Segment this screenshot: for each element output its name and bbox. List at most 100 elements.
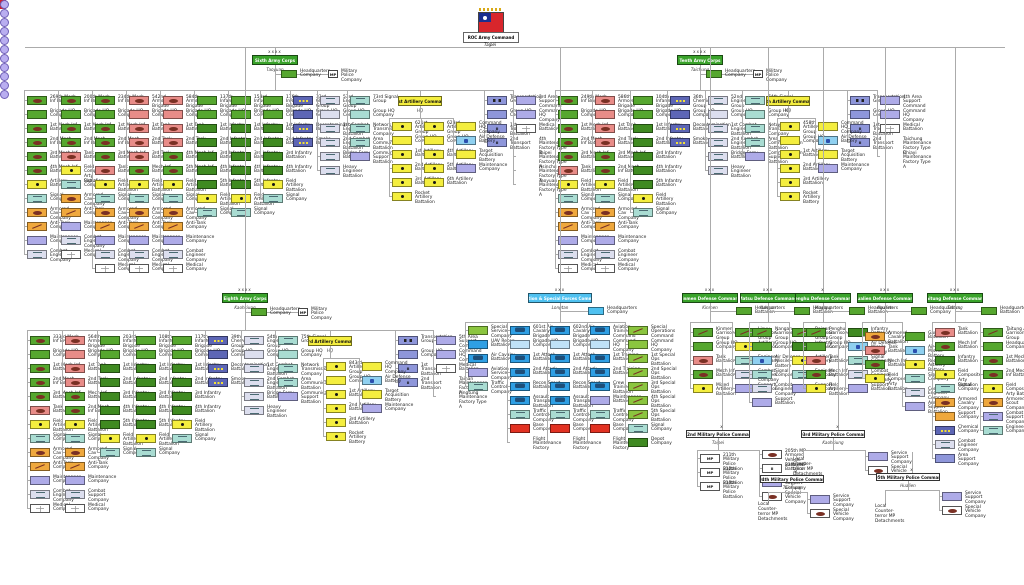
- item-tick: [484, 128, 487, 129]
- unit-label: 4th Infantry Battalion: [195, 404, 221, 415]
- unit-label: Recon Scout Battalion: [533, 380, 560, 391]
- column-spine: [705, 90, 706, 171]
- item-tick: [877, 128, 880, 129]
- column-spine: [980, 322, 981, 431]
- unit-box: [61, 222, 81, 231]
- unit-box: [172, 392, 192, 401]
- engineer-dash-icon: [853, 357, 863, 364]
- unit-box: [983, 426, 1003, 435]
- item-tick: [27, 438, 30, 439]
- unit-box: [628, 424, 648, 433]
- mp-bus: [885, 490, 939, 491]
- unit-box: [61, 152, 81, 161]
- unit-box: [905, 332, 925, 341]
- item-tick: [194, 142, 197, 143]
- item-tick: [705, 156, 708, 157]
- artillery-dot-icon: [788, 153, 792, 156]
- item-tick: [24, 226, 27, 227]
- tree-header: Sixth Army Corps: [252, 55, 298, 65]
- item-tick: [160, 198, 163, 199]
- unit-box: [510, 410, 530, 419]
- item-tick: [453, 126, 456, 127]
- item-tick: [92, 240, 95, 241]
- item-tick: [815, 168, 818, 169]
- unit-label: Anti-Tank Company: [186, 220, 207, 231]
- tree-header: Hualien Defense Command: [857, 293, 913, 303]
- unit-box: [208, 378, 228, 387]
- unit-box: [320, 110, 340, 119]
- unit-box: [95, 222, 115, 231]
- column-spine: [97, 330, 98, 453]
- unit-box: [65, 392, 85, 401]
- unit-label: 3rd Artillery Battalion: [803, 176, 829, 187]
- unit-box: [633, 180, 653, 189]
- unit-box: [983, 370, 1003, 379]
- unit-box: [670, 110, 690, 119]
- item-tick: [389, 168, 392, 169]
- unit-label: Armored Cav Company: [186, 206, 207, 222]
- unit-box: [905, 346, 925, 355]
- artillery-dot-icon: [788, 181, 792, 184]
- column-spine: [323, 358, 324, 437]
- unit-label: 3rd Artillery Battalion: [349, 416, 375, 427]
- unit-label: 2nd Attack Battalion: [533, 366, 557, 377]
- unit-box: [752, 356, 772, 365]
- item-tick: [92, 184, 95, 185]
- armor-oval-icon: [32, 210, 42, 215]
- header-to-bus: [885, 303, 886, 322]
- armor-oval-icon: [70, 394, 80, 399]
- unit-box: [95, 110, 115, 119]
- unit-box: [558, 222, 578, 231]
- unit-box: [129, 264, 149, 273]
- item-tick: [547, 414, 550, 415]
- chemical-dots-icon: [213, 367, 223, 370]
- unit-box: [129, 152, 149, 161]
- unit-box: [558, 208, 578, 217]
- unit-box: [590, 368, 610, 377]
- battalion-ii-icon: II: [495, 140, 499, 145]
- item-tick: [749, 402, 752, 403]
- item-tick: [592, 100, 595, 101]
- mp-command-header: 205th Military Police Command: [876, 473, 940, 481]
- medical-cross-icon: [135, 265, 143, 272]
- unit-label: 1st Tank Battalion: [152, 122, 172, 133]
- unit-label: Signal Company: [220, 206, 241, 217]
- helicopter-icon: [473, 357, 483, 360]
- transport-icon: [493, 99, 501, 102]
- column-spine: [421, 118, 422, 183]
- hq-branch: [885, 311, 913, 312]
- item-tick: [705, 142, 708, 143]
- item-tick: [275, 354, 278, 355]
- unit-box: [30, 336, 50, 345]
- unit-label: 2nd Tank Battalion: [152, 136, 172, 147]
- unit-box: II: [487, 138, 507, 147]
- engineer-dash-icon: [713, 97, 723, 104]
- item-tick: [803, 346, 806, 347]
- item-tick: [980, 346, 983, 347]
- unit-label: Anti-Tank Company: [581, 220, 602, 231]
- armor-oval-icon: [66, 154, 76, 159]
- unit-box: [30, 350, 50, 359]
- engineer-dash-icon: [249, 337, 259, 344]
- item-tick: [749, 360, 752, 361]
- armor-oval-icon: [563, 168, 573, 173]
- echelon-marks: XXX: [949, 288, 961, 292]
- item-tick: [58, 240, 61, 241]
- unit-box: [293, 138, 313, 147]
- item-tick: [62, 410, 65, 411]
- item-tick: [592, 114, 595, 115]
- unit-label: Heavy Engineer Battalion: [343, 164, 363, 180]
- header-to-bus: [560, 303, 561, 322]
- item-tick: [126, 240, 129, 241]
- hq-company-label: Headquarters Battalion: [1000, 305, 1024, 316]
- armor-oval-icon: [32, 98, 42, 103]
- item-tick: [133, 452, 136, 453]
- unit-box: [95, 166, 115, 175]
- item-tick: [92, 268, 95, 269]
- column-spine: [845, 322, 846, 389]
- item-tick: [630, 156, 633, 157]
- unit-label: 205th MP Armored Vehicle Battalion: [785, 448, 806, 469]
- item-tick: [27, 340, 30, 341]
- unit-label: 4th Infantry Battalion: [286, 164, 312, 175]
- item-tick: [625, 344, 628, 345]
